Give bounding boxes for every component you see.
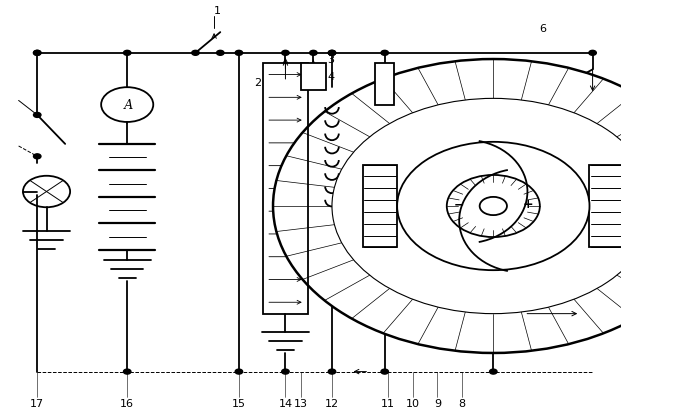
Text: 8: 8 <box>459 398 466 408</box>
Circle shape <box>33 51 41 56</box>
Text: 2: 2 <box>254 78 261 88</box>
Bar <box>363 165 397 248</box>
Circle shape <box>381 51 389 56</box>
Circle shape <box>235 51 243 56</box>
Text: 4: 4 <box>327 71 334 81</box>
Circle shape <box>480 197 507 216</box>
Text: 10: 10 <box>406 398 420 408</box>
Circle shape <box>397 142 589 271</box>
Circle shape <box>124 51 131 56</box>
Text: 5: 5 <box>398 80 405 90</box>
Circle shape <box>235 369 243 374</box>
Circle shape <box>589 51 596 56</box>
Text: −: − <box>454 198 464 211</box>
Bar <box>301 64 325 91</box>
Text: 13: 13 <box>294 398 308 408</box>
Circle shape <box>33 113 41 118</box>
Circle shape <box>490 204 496 209</box>
Circle shape <box>33 154 41 159</box>
Circle shape <box>273 60 694 353</box>
Bar <box>263 64 307 314</box>
Circle shape <box>328 51 336 56</box>
Text: 1: 1 <box>214 6 221 16</box>
Circle shape <box>192 51 199 56</box>
Text: 9: 9 <box>434 398 441 408</box>
Circle shape <box>124 369 131 374</box>
Bar <box>589 165 624 248</box>
Circle shape <box>33 51 41 56</box>
Circle shape <box>282 369 289 374</box>
Text: 11: 11 <box>381 398 395 408</box>
Circle shape <box>332 99 654 314</box>
Circle shape <box>381 369 389 374</box>
Text: 12: 12 <box>325 398 339 408</box>
Text: 14: 14 <box>278 398 292 408</box>
Circle shape <box>217 51 224 56</box>
Text: +: + <box>522 198 533 211</box>
Circle shape <box>489 369 497 374</box>
Circle shape <box>282 51 289 56</box>
Text: А: А <box>124 99 133 112</box>
Circle shape <box>328 369 336 374</box>
Circle shape <box>447 176 540 237</box>
Text: 3: 3 <box>327 55 334 65</box>
Text: 17: 17 <box>30 398 44 408</box>
Text: 6: 6 <box>539 24 546 34</box>
Text: 16: 16 <box>120 398 134 408</box>
Circle shape <box>328 51 336 56</box>
Text: 15: 15 <box>232 398 246 408</box>
Bar <box>375 64 394 105</box>
Circle shape <box>310 51 317 56</box>
